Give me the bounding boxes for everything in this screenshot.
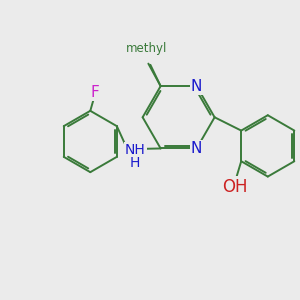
Text: N: N — [191, 79, 202, 94]
Text: F: F — [90, 85, 99, 100]
Text: methyl: methyl — [126, 42, 167, 55]
Text: H: H — [130, 156, 140, 170]
Text: N: N — [191, 141, 202, 156]
Text: NH: NH — [125, 143, 146, 158]
Text: OH: OH — [222, 178, 248, 196]
